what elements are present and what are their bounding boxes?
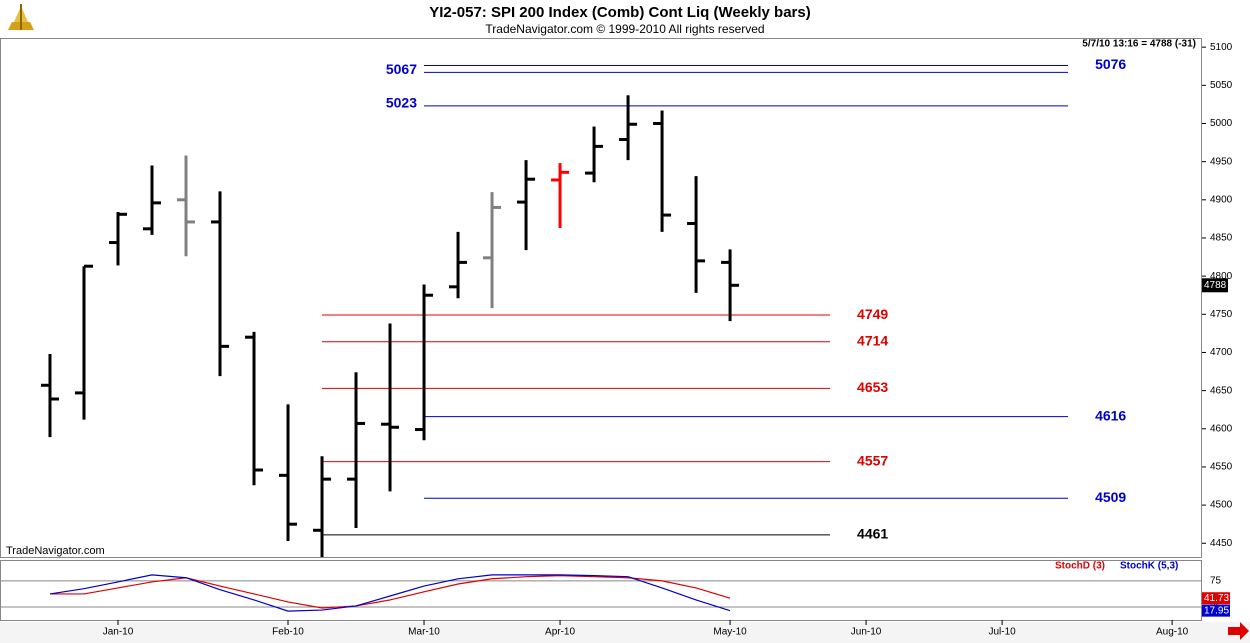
legend-entry: StochD (3) — [1055, 561, 1105, 572]
chart-title: YI2-057: SPI 200 Index (Comb) Cont Liq (… — [429, 4, 810, 21]
level-label: 4461 — [857, 526, 888, 542]
x-tick-label: Jan-10 — [103, 627, 134, 638]
level-label: 5023 — [386, 95, 417, 111]
x-tick-label: Jul-10 — [988, 627, 1016, 638]
scroll-arrow[interactable] — [1228, 622, 1249, 640]
y-tick-label: 4900 — [1210, 194, 1233, 205]
value-tag-label: 17.95 — [1204, 605, 1229, 616]
x-tick-label: Feb-10 — [272, 627, 304, 638]
level-label: 5067 — [386, 61, 417, 77]
level-label: 4653 — [857, 379, 888, 395]
y-tick-label: 4450 — [1210, 538, 1233, 549]
chart-subtitle: TradeNavigator.com © 1999-2010 All right… — [485, 22, 764, 36]
y-tick-label: 4600 — [1210, 423, 1233, 434]
level-label: 4557 — [857, 452, 888, 468]
level-label: 4749 — [857, 306, 888, 322]
y-tick-label: 4650 — [1210, 385, 1233, 396]
y-tick-label: 4550 — [1210, 462, 1233, 473]
legend-entry: StochK (5,3) — [1120, 561, 1178, 572]
y-tick-label: 4700 — [1210, 347, 1233, 358]
watermark: TradeNavigator.com — [6, 545, 105, 557]
x-tick-label: Jun-10 — [851, 627, 882, 638]
level-label: 5076 — [1095, 56, 1126, 72]
y-tick-label: 5050 — [1210, 80, 1233, 91]
info-text: 5/7/10 13:16 = 4788 (-31) — [1082, 39, 1196, 50]
x-tick-label: May-10 — [713, 627, 747, 638]
y-tick-label: 75 — [1210, 576, 1222, 587]
price-panel-frame — [0, 38, 1202, 558]
x-tick-label: Aug-10 — [1156, 627, 1189, 638]
stoch-panel-frame — [0, 560, 1202, 621]
y-tick-label: 5100 — [1210, 42, 1233, 53]
level-label: 4509 — [1095, 489, 1126, 505]
x-axis-band — [0, 622, 1250, 643]
y-tick-label: 4750 — [1210, 309, 1233, 320]
last-price-label: 4788 — [1204, 280, 1227, 291]
y-tick-label: 4500 — [1210, 500, 1233, 511]
value-tag-label: 41.73 — [1204, 593, 1229, 604]
level-label: 4616 — [1095, 407, 1126, 423]
y-tick-label: 4800 — [1210, 271, 1233, 282]
value-tag — [1202, 592, 1230, 605]
level-label: 4714 — [857, 332, 888, 348]
y-tick-label: 5000 — [1210, 118, 1233, 129]
value-tag — [1202, 604, 1230, 617]
stoch-line — [49, 575, 731, 609]
stoch-line — [49, 574, 731, 612]
last-price-tag — [1202, 278, 1228, 293]
x-tick-label: Apr-10 — [545, 627, 575, 638]
x-tick-label: Mar-10 — [408, 627, 440, 638]
y-tick-label: 4850 — [1210, 233, 1233, 244]
y-tick-label: 4950 — [1210, 156, 1233, 167]
logo — [8, 4, 34, 30]
